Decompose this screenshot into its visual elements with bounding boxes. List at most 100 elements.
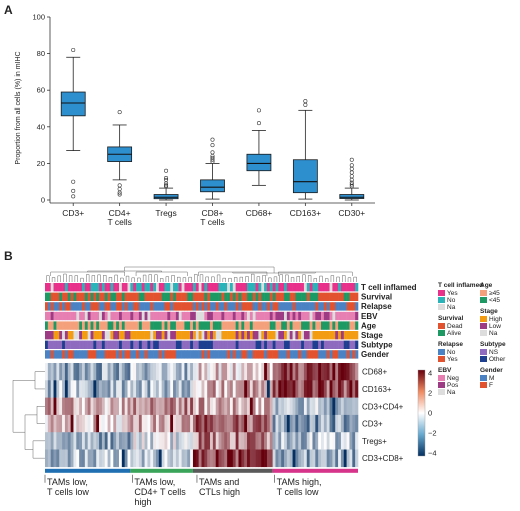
heatmap-cell [255,414,259,433]
track-cell [116,283,120,292]
track-cell [87,292,91,301]
track-cell [352,292,356,301]
legend-item-label: Other [489,356,506,363]
heatmap-cell [124,432,128,450]
heatmap-cell [136,414,140,433]
heatmap-cell [210,380,214,398]
heatmap-cell [352,414,356,433]
heatmap-cell [340,449,345,468]
heatmap-cell [215,414,219,433]
heatmap-cell [244,432,248,450]
dendrogram-branch [125,275,130,282]
dendrogram-branch [74,275,78,282]
heatmap-cell [326,449,330,468]
track-cell [241,311,245,321]
track-cell [101,283,106,292]
track-cell [127,302,131,311]
legend-swatch [480,382,487,388]
cluster-label: TAMs low, [134,477,175,487]
heatmap-cell [286,380,291,398]
heatmap-cell [201,414,205,433]
heatmap-cell [349,397,353,416]
track-cell [195,340,199,349]
heatmap-cell [107,449,111,468]
track-cell [150,340,154,349]
x-category-label: T cells [200,217,224,227]
track-cell [198,283,202,292]
heatmap-cell [107,414,111,433]
track-cell [170,311,174,321]
track-cell [198,311,202,321]
track-cell [298,311,302,321]
track-cell [104,311,108,321]
track-cell [175,311,180,321]
track-cell [269,311,273,321]
heatmap-cell [50,449,54,468]
track-cell [59,292,63,301]
track-cell [332,350,336,359]
heatmap-cell [62,432,66,450]
track-cell [255,283,259,292]
track-cell [198,350,202,359]
heatmap-cell [235,363,239,381]
track-cell [241,292,245,301]
track-cell [224,340,228,349]
track-cell [255,302,259,311]
track-cell [289,350,293,359]
track-cell [175,350,180,359]
track-cell [207,340,211,349]
x-category-label: CD4+ [109,208,131,218]
track-cell [155,283,160,292]
heatmap-cell [303,397,308,416]
track-cell [266,350,271,359]
heatmap-cell [249,449,254,468]
track-cell [249,331,254,340]
heatmap-cell [76,432,80,450]
track-cell [295,321,299,330]
track-cell [70,283,74,292]
heatmap-cell [289,449,293,468]
track-cell [110,331,114,340]
heatmap-cell [104,414,108,433]
box [200,179,225,193]
track-cell [261,350,265,359]
track-cell [144,283,148,292]
legend-item-label: <45 [489,297,500,304]
track-cell [303,283,308,292]
heatmap-cell [232,380,236,398]
heatmap-cell [306,380,310,398]
track-cell [116,331,120,340]
heatmap-cell [195,449,199,468]
track-cell [278,331,282,340]
heatmap-cell [326,397,330,416]
track-cell [84,331,88,340]
track-cell [269,340,273,349]
track-cell [235,340,239,349]
track-label: Age [361,321,377,330]
heatmap-cell [50,363,54,381]
heatmap-cell [286,397,291,416]
heatmap-cell [101,397,106,416]
track-cell [99,292,103,301]
track-cell [309,331,313,340]
track-cell [321,283,325,292]
track-cell [53,340,57,349]
heatmap-cell [269,397,273,416]
track-cell [346,283,350,292]
track-cell [47,321,51,330]
heatmap-cell [59,397,63,416]
track-cell [192,302,197,311]
color-scale-tick: −4 [428,449,437,458]
track-cell [73,292,77,301]
heatmap-cell [335,432,339,450]
track-cell [249,311,254,321]
track-cell [141,340,145,349]
heatmap-cell [141,432,145,450]
legend-item-label: Alive [447,330,461,337]
track-cell [295,331,299,340]
dendrogram-branch [342,275,346,282]
track-cell [323,321,327,330]
track-cell [318,331,322,340]
heatmap-cell [201,380,205,398]
track-cell [204,340,208,349]
